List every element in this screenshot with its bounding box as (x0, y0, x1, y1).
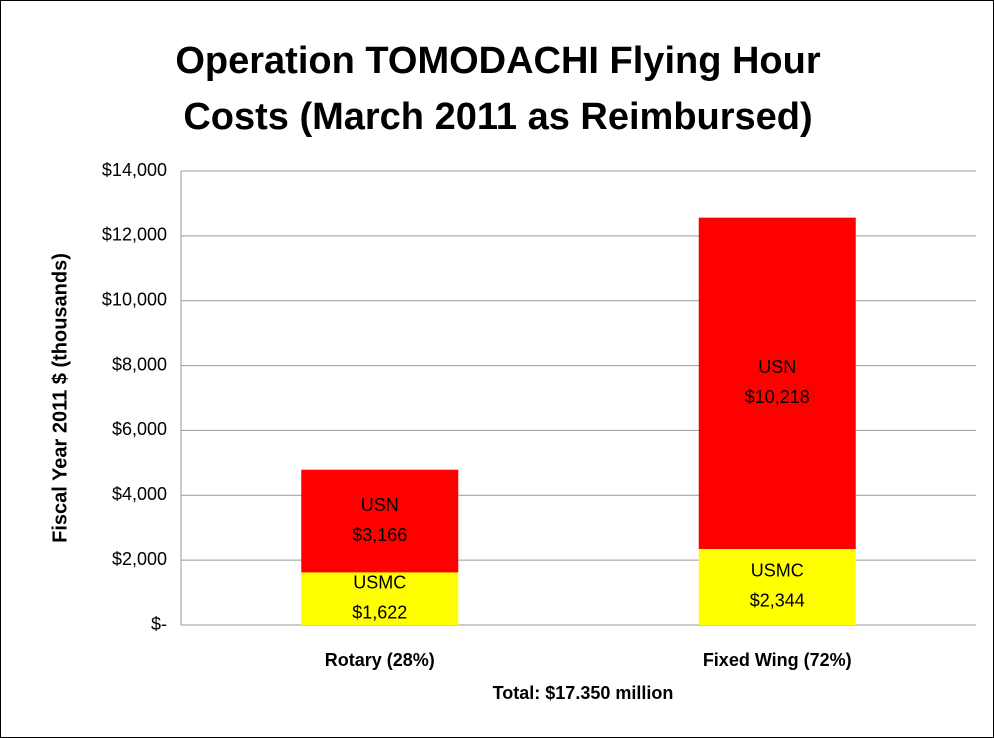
segment-series-label: USMC (353, 572, 406, 592)
segment-series-label: USMC (751, 561, 804, 581)
x-tick-label: Fixed Wing (72%) (703, 650, 852, 670)
y-tick-label: $- (151, 614, 167, 634)
chart-title: Operation TOMODACHI Flying Hour Costs (M… (175, 40, 821, 138)
segment-series-label: USN (361, 495, 399, 515)
y-axis-label: Fiscal Year 2011 $ (thousands) (49, 253, 71, 543)
bar-segment (698, 548, 856, 625)
y-tick-label: $8,000 (112, 354, 167, 374)
y-tick-label: $6,000 (112, 419, 167, 439)
x-tick-label: Rotary (28%) (325, 650, 435, 670)
data-label: $10,218 (745, 387, 810, 407)
data-label: $3,166 (352, 525, 407, 545)
y-tick-label: $12,000 (102, 225, 167, 245)
bar-segment (301, 572, 459, 625)
y-tick-label: $4,000 (112, 484, 167, 504)
y-tick-label: $10,000 (102, 289, 167, 309)
y-tick-label: $14,000 (102, 160, 167, 180)
y-tick-label: $2,000 (112, 549, 167, 569)
data-label: $1,622 (352, 602, 407, 622)
data-label: $2,344 (750, 591, 805, 611)
x-note: Total: $17.350 million (493, 683, 674, 703)
bar-segment (698, 217, 856, 549)
bar-segment (301, 469, 459, 573)
segment-series-label: USN (758, 357, 796, 377)
